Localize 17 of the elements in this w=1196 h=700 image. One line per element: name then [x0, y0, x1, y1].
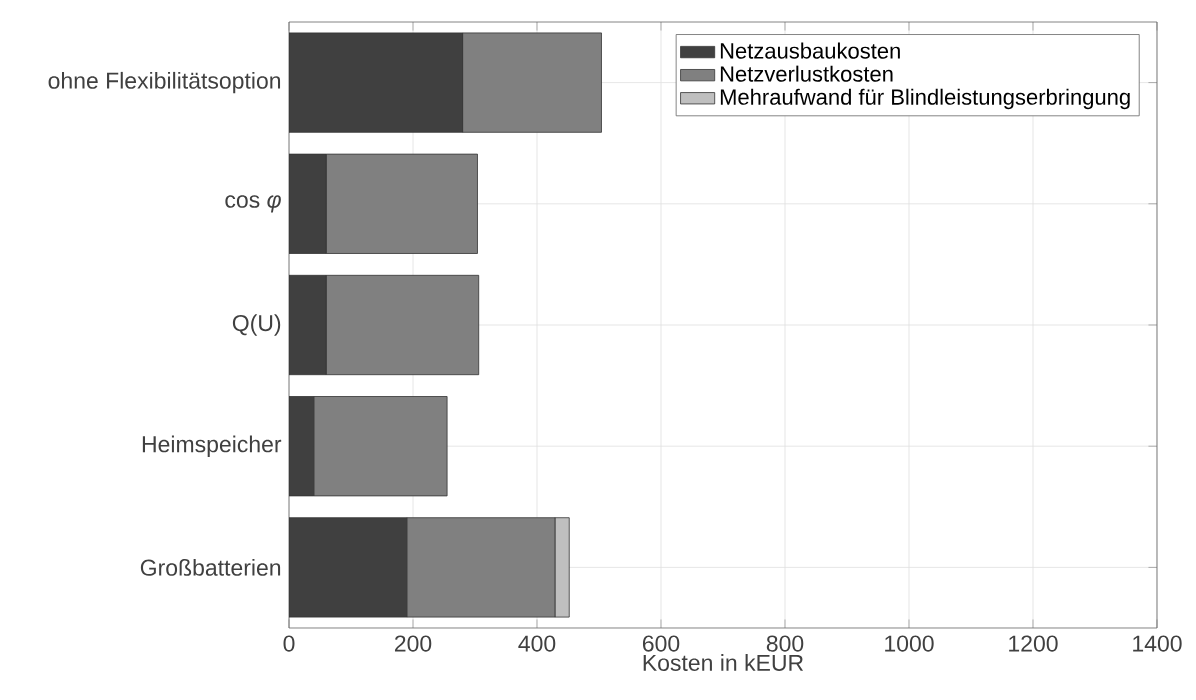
legend-label: Netzverlustkosten	[720, 65, 893, 82]
y-tick-label: Q(U)	[232, 314, 281, 336]
x-tick-label: 400	[518, 635, 556, 652]
x-tick-label: 1200	[1009, 635, 1058, 652]
legend-label: Netzausbaukosten	[720, 42, 900, 59]
y-tick-label: ohne Flexibilitätsoption	[48, 71, 281, 94]
x-tick-label: 1400	[1133, 635, 1182, 652]
x-tick-label: 800	[766, 635, 804, 652]
x-axis-title: Kosten in kEUR	[643, 654, 804, 671]
y-tick-label: Heimspeicher	[142, 435, 282, 457]
y-tick-label: Großbatterien	[140, 558, 281, 576]
x-tick-label: 0	[283, 635, 295, 652]
x-tick-label: 200	[394, 635, 432, 652]
x-tick-label: 1000	[885, 635, 934, 652]
y-tick-label: cos φ	[225, 195, 281, 213]
x-tick-label: 600	[642, 635, 680, 652]
legend-label: Mehraufwand für Blindleistungserbringung	[720, 88, 1130, 110]
